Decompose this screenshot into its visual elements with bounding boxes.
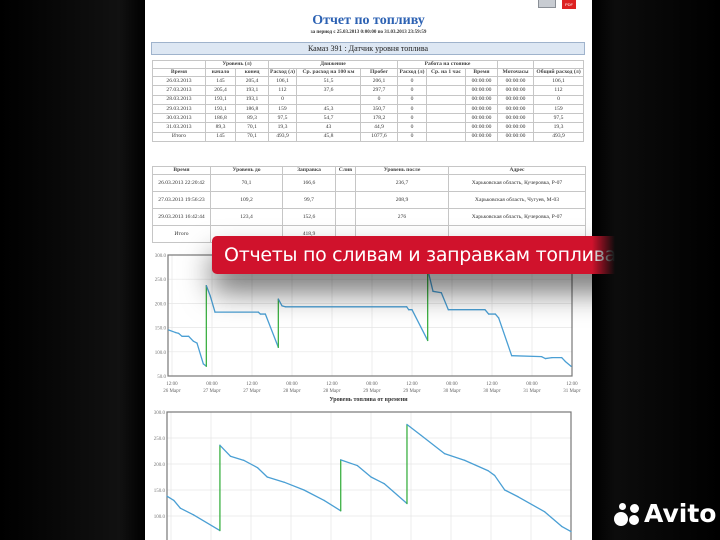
- fuel-level-segment: [193, 514, 221, 532]
- x-tick-label: 12:00 29 Март: [403, 382, 421, 394]
- x-tick-label: 12:00 31 Март: [563, 382, 581, 394]
- y-tick-label: 200.0: [154, 463, 166, 468]
- fuel-level-segment: [484, 309, 490, 315]
- fuel-level-segment: [370, 476, 386, 485]
- fuel-level-segment: [487, 470, 496, 477]
- fuel-level-segment: [229, 455, 245, 462]
- fuel-level-segment: [256, 466, 268, 478]
- x-tick-label: 12:00 28 Март: [323, 382, 341, 394]
- x-tick-label: 00:00 31 Март: [523, 382, 541, 394]
- fuel-level-segment: [493, 474, 506, 491]
- fuel-level-segment: [544, 511, 563, 528]
- x-tick-label: 00:00 30 Март: [443, 382, 461, 394]
- y-tick-label: 250.0: [154, 437, 166, 442]
- x-tick-label: 12:00 30 Март: [483, 382, 501, 394]
- fuel-level-segment: [443, 452, 466, 462]
- fuel-level-segment: [188, 335, 194, 342]
- y-tick-label: 300.0: [155, 254, 167, 259]
- fuel-level-segment: [266, 476, 285, 483]
- fuel-level-segment: [303, 489, 325, 502]
- fuel-level-segment: [179, 507, 195, 516]
- fuel-level-segment: [196, 342, 204, 365]
- fuel-level-segment: [283, 481, 305, 491]
- fuel-level-segment: [340, 459, 358, 467]
- y-tick-label: 150.0: [154, 489, 166, 494]
- y-tick-label: 200.0: [155, 302, 167, 307]
- fuel-level-segment: [517, 496, 546, 513]
- fuel-level-segment: [264, 313, 279, 348]
- fuel-level-segment: [219, 444, 232, 457]
- fuel-level-segment: [356, 464, 372, 478]
- y-tick-label: 50.0: [157, 375, 166, 380]
- fuel-level-segment: [432, 290, 442, 294]
- fuel-level-segment: [406, 423, 422, 437]
- fuel-level-segment: [464, 459, 489, 472]
- x-tick-label: 00:00 27 Март: [203, 382, 221, 394]
- x-tick-label: 12:00 26 Март: [163, 382, 181, 394]
- fuel-level-segment: [494, 313, 500, 319]
- fuel-level-segment: [383, 483, 408, 505]
- fuel-level-segment: [411, 309, 429, 342]
- y-tick-label: 100.0: [155, 351, 167, 356]
- y-tick-label: 100.0: [154, 515, 166, 520]
- fuel-level-segment: [564, 360, 572, 367]
- fuel-level-segment: [178, 332, 183, 337]
- x-tick-label: 12:00 27 Март: [243, 382, 261, 394]
- avito-text: Avito: [644, 499, 717, 528]
- chart-title: Уровень топлива от времени: [329, 397, 408, 403]
- avito-logo-icon: [614, 501, 640, 527]
- fuel-level-segment: [561, 356, 566, 363]
- avito-watermark: Avito: [614, 499, 716, 528]
- fuel-level-segment: [498, 317, 513, 357]
- fuel-level-segment: [504, 489, 519, 498]
- fuel-level-segment: [173, 499, 181, 509]
- fuel-level-segment: [440, 292, 449, 311]
- y-tick-label: 250.0: [155, 278, 167, 283]
- y-tick-label: 150.0: [155, 327, 167, 332]
- fuel-level-segment: [323, 499, 342, 512]
- promo-banner: Отчеты по сливам и заправкам топлива: [212, 236, 628, 274]
- x-tick-label: 00:00 29 Март: [363, 382, 381, 394]
- fuel-level-segment: [166, 495, 175, 502]
- x-tick-label: 00:00 28 Март: [283, 382, 301, 394]
- fuel-level-segment: [209, 295, 216, 313]
- fuel-level-segment: [561, 525, 572, 533]
- fuel-level-segment: [544, 356, 553, 360]
- fuel-level-segment: [428, 272, 434, 292]
- y-tick-label: 300.0: [154, 411, 166, 416]
- fuel-level-segment: [511, 355, 543, 358]
